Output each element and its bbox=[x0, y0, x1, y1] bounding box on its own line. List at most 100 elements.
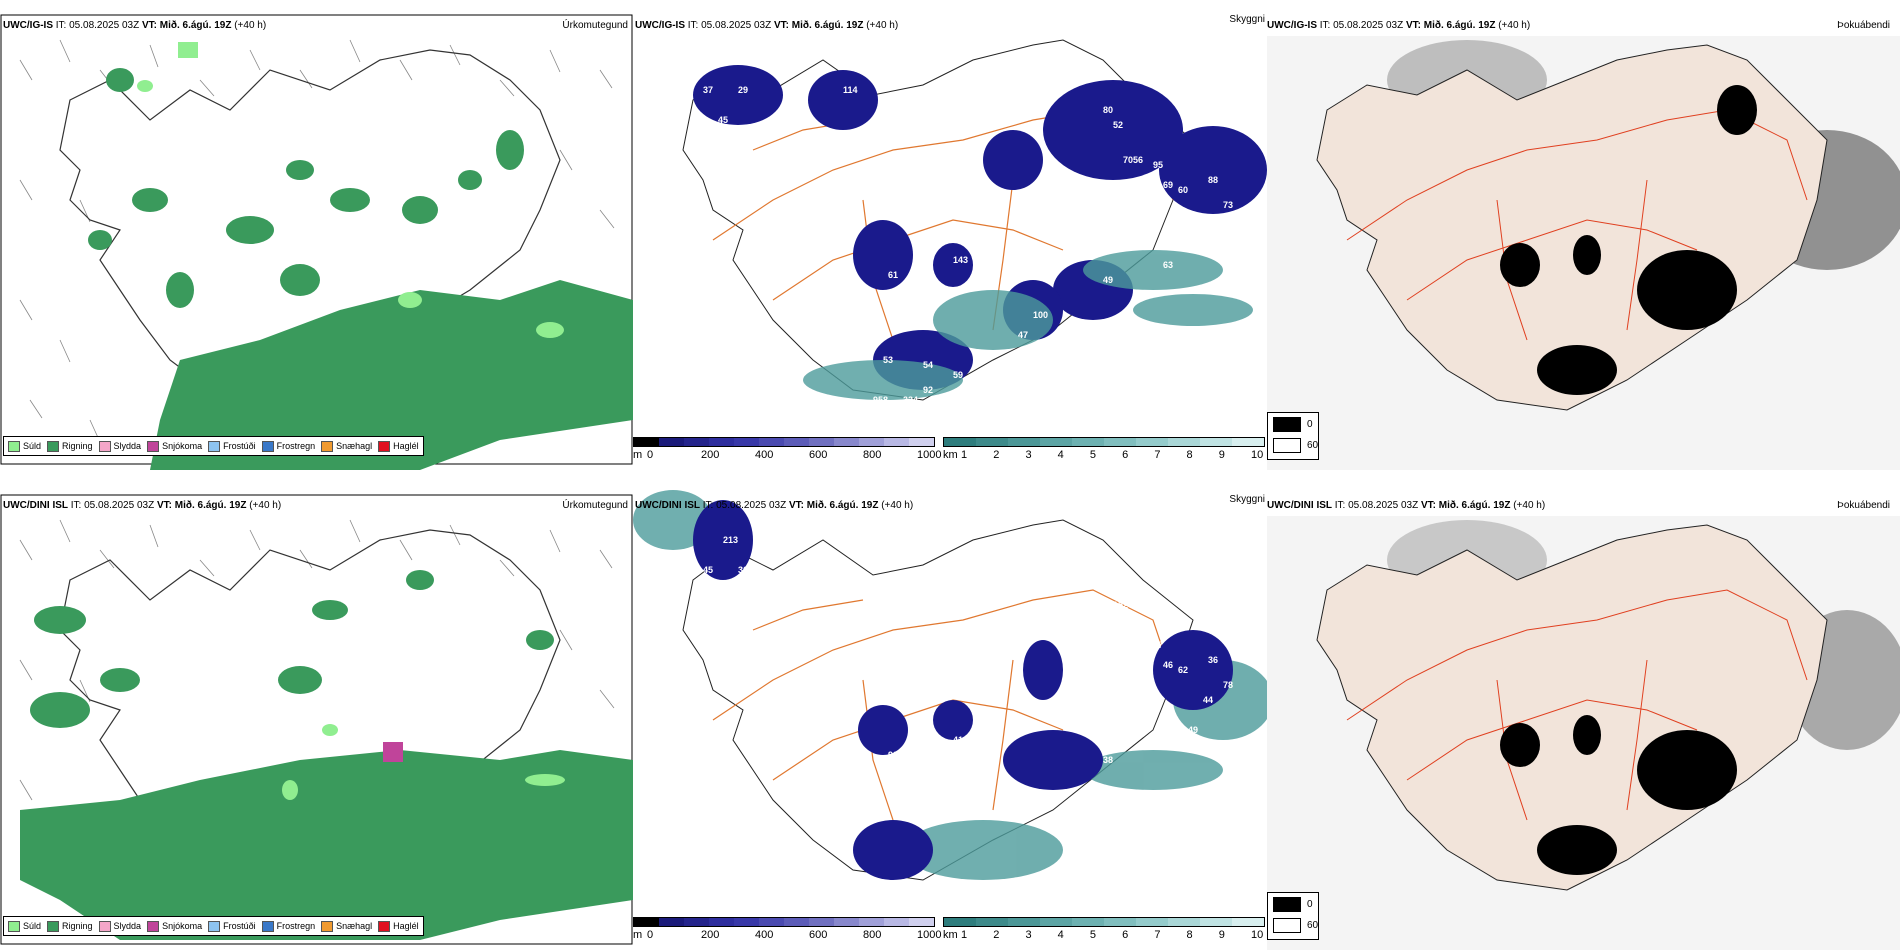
cloud-base-value: 40 bbox=[848, 410, 859, 420]
roads bbox=[1346, 589, 1808, 821]
legend-label: Slydda bbox=[113, 441, 142, 451]
precip-map-bottom bbox=[0, 494, 633, 945]
legend-swatch bbox=[8, 440, 20, 452]
vt-label: VT: bbox=[1420, 500, 1436, 511]
it-label: IT: bbox=[1334, 500, 1346, 511]
cloud-base-value: 152 bbox=[1113, 600, 1129, 610]
rain-area-south bbox=[20, 750, 633, 940]
legend-label: Haglél bbox=[393, 441, 419, 451]
colorbar-tick: 1 bbox=[961, 929, 968, 941]
colorbar-unit: km bbox=[943, 929, 958, 941]
legend-item: Frostregn bbox=[261, 920, 316, 932]
legend-item: Haglél bbox=[378, 440, 419, 452]
fog-title: Þokuábendi bbox=[1837, 500, 1890, 511]
legend-swatch bbox=[378, 920, 391, 932]
cloud-base-value: 69 bbox=[1163, 180, 1174, 190]
cloud-base-value: 53 bbox=[883, 355, 894, 365]
colorbar-tick: 10 bbox=[1251, 929, 1264, 941]
lead-time: (+40 h) bbox=[1513, 500, 1546, 511]
it-value: 05.08.2025 03Z bbox=[69, 20, 140, 31]
legend-label: Frostúði bbox=[223, 441, 256, 451]
vt-label: VT: bbox=[773, 20, 789, 31]
cloud-base-value: 88 bbox=[1208, 175, 1219, 185]
roads bbox=[712, 109, 1174, 341]
cloud-base-value: 95 bbox=[1153, 160, 1164, 170]
cloud-base-value: 45 bbox=[703, 565, 714, 575]
cloud-base-value: 20 bbox=[718, 595, 729, 605]
legend-swatch bbox=[208, 920, 221, 932]
snow-cell bbox=[383, 742, 403, 762]
cloud-base-value: 86 bbox=[1188, 245, 1199, 255]
rain-cells bbox=[30, 570, 554, 728]
fog-legend-min: 0 bbox=[1307, 419, 1313, 430]
cloud-base-value: 52 bbox=[1113, 120, 1124, 130]
legend-swatch bbox=[378, 440, 391, 452]
cloud-base-value: 49 bbox=[1188, 725, 1199, 735]
vt-label: VT: bbox=[156, 500, 172, 511]
cloud-base-value: 100 bbox=[1033, 310, 1049, 320]
legend-item: Snæhagl bbox=[321, 440, 373, 452]
model-name: UWC/DINI ISL bbox=[1267, 500, 1332, 511]
header-top-cloud: UWC/IG-IS IT: 05.08.2025 03Z VT: Mið. 6.… bbox=[635, 20, 898, 31]
colorbar-tick: 3 bbox=[1025, 929, 1032, 941]
cloud-panel-top: UWC/IG-IS IT: 05.08.2025 03Z VT: Mið. 6.… bbox=[633, 0, 1267, 470]
cloud-base-value: 88 bbox=[1133, 635, 1144, 645]
colorbar-tick: 600 bbox=[809, 449, 828, 461]
it-label: IT: bbox=[687, 20, 699, 31]
colorbar-tick: 4 bbox=[1057, 929, 1064, 941]
colorbar-strip bbox=[633, 917, 935, 927]
colorbar-tick: 9 bbox=[1218, 929, 1225, 941]
colorbar-tick: 6 bbox=[1122, 929, 1129, 941]
legend-swatch bbox=[208, 440, 221, 452]
legend-item: Snjókoma bbox=[147, 440, 202, 452]
cloud-base-value: 63 bbox=[1163, 260, 1174, 270]
legend-item: Frostúði bbox=[208, 920, 256, 932]
legend-item: Súld bbox=[8, 440, 41, 452]
colorbar-tick: 8 bbox=[1186, 449, 1193, 461]
colorbar-tick: 400 bbox=[755, 449, 774, 461]
legend-swatch bbox=[8, 920, 20, 932]
legend-swatch bbox=[147, 920, 160, 932]
fog-panel-bottom: UWC/DINI ISL IT: 05.08.2025 03Z VT: Mið.… bbox=[1267, 480, 1900, 950]
cloud-base-value: 34 bbox=[838, 415, 849, 425]
lead-time: (+40 h) bbox=[881, 500, 914, 511]
legend-item: Rigning bbox=[47, 440, 93, 452]
precip-title: Úrkomutegund bbox=[562, 500, 628, 511]
cloud-base-value: 48 bbox=[843, 565, 854, 575]
cloud-base-value: 334 bbox=[903, 395, 919, 405]
roads bbox=[1346, 109, 1808, 341]
cloud-base-value: 97 bbox=[973, 352, 984, 362]
legend-label: Frostregn bbox=[276, 921, 316, 931]
header-bottom-fog: UWC/DINI ISL IT: 05.08.2025 03Z VT: Mið.… bbox=[1267, 500, 1545, 511]
header-bottom-precip: UWC/DINI ISL IT: 05.08.2025 03Z VT: Mið.… bbox=[3, 500, 281, 511]
legend-label: Snæhagl bbox=[336, 921, 373, 931]
cloud-base-value: 36 bbox=[1208, 655, 1219, 665]
legend-swatch bbox=[321, 440, 334, 452]
colorbar-tick: 800 bbox=[863, 929, 882, 941]
cloud-base-value: 29 bbox=[738, 85, 749, 95]
cloud-base-value: 38 bbox=[1103, 755, 1114, 765]
cloud-base-value: 49 bbox=[723, 55, 734, 65]
colorbar-strip bbox=[943, 917, 1265, 927]
colorbar-tick: 200 bbox=[701, 929, 720, 941]
it-label: IT: bbox=[70, 500, 82, 511]
fog-legend-max: 60 bbox=[1307, 920, 1319, 931]
iceland-outline bbox=[59, 49, 561, 401]
precip-legend-bottom: Súld Rigning Slydda Snjókoma Frostúði Frostre… bbox=[3, 916, 424, 936]
vt-value: Mið. 6.ágú. 19Z bbox=[174, 500, 247, 511]
colorbar-tick: 10 bbox=[1251, 449, 1264, 461]
lead-time: (+40 h) bbox=[866, 20, 899, 31]
colorbar-tick: 200 bbox=[701, 449, 720, 461]
it-value: 05.08.2025 03Z bbox=[84, 500, 155, 511]
colorbar-unit: km bbox=[943, 449, 958, 461]
colorbar-tick: 1 bbox=[961, 449, 968, 461]
precip-panel-top: UWC/IG-IS IT: 05.08.2025 03Z VT: Mið. 6.… bbox=[0, 0, 633, 470]
cloud-map-bottom bbox=[633, 490, 1267, 881]
colorbar-tick: 5 bbox=[1089, 929, 1096, 941]
fog-swatch-black bbox=[1273, 897, 1301, 912]
legend-label: Rigning bbox=[62, 441, 93, 451]
legend-label: Frostúði bbox=[223, 921, 256, 931]
rain-area-south bbox=[150, 280, 633, 470]
legend-label: Snæhagl bbox=[336, 441, 373, 451]
legend-swatch bbox=[321, 920, 334, 932]
